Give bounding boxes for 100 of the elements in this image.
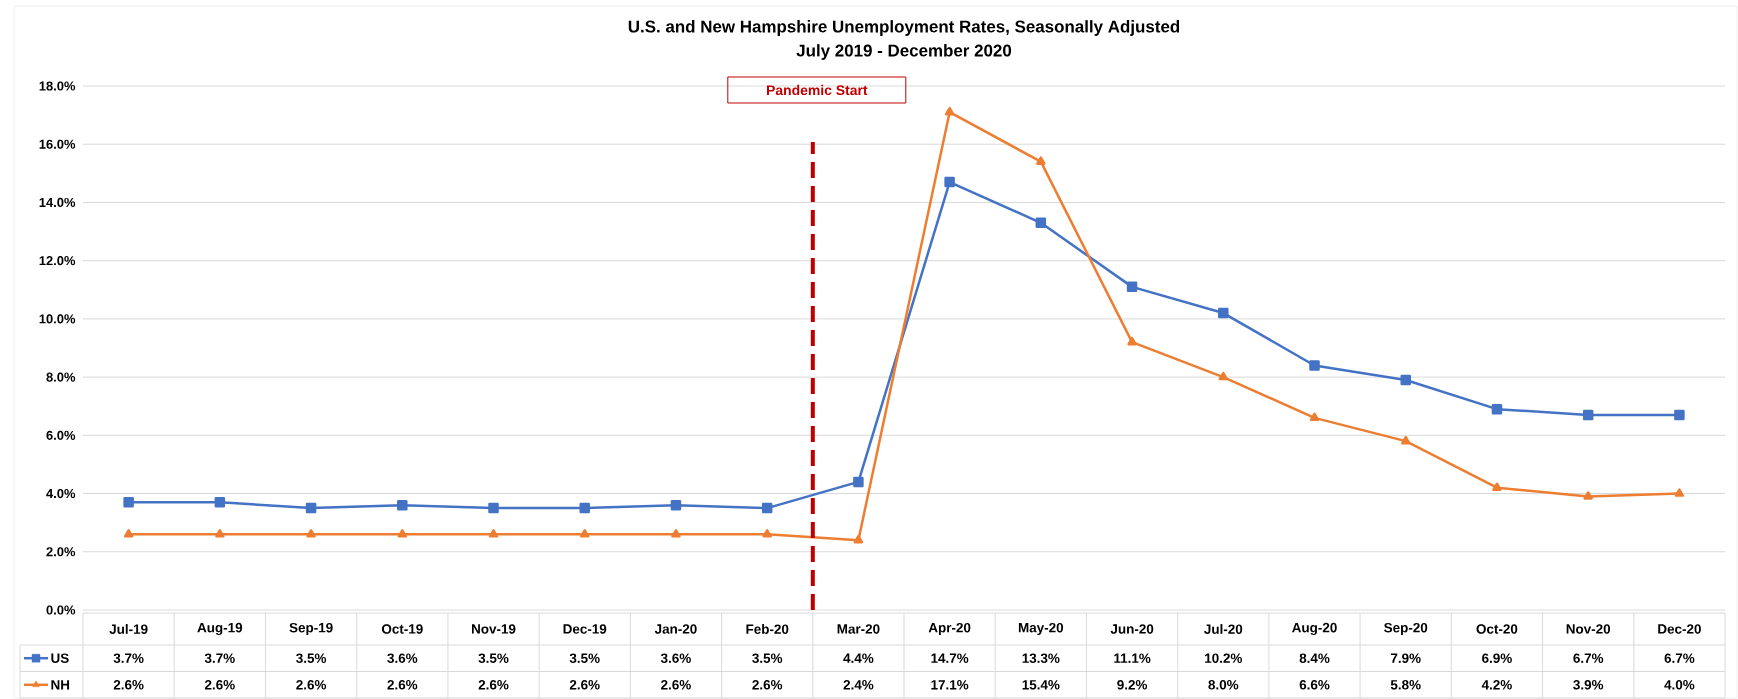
y-tick-label: 6.0%	[46, 430, 76, 440]
point	[123, 529, 134, 538]
y-tick-label: 14.0%	[39, 197, 76, 208]
data-label: 3.6%	[660, 653, 691, 663]
data-label: 5.8%	[1390, 680, 1421, 690]
data-label: 2.6%	[752, 680, 783, 690]
point	[305, 502, 317, 514]
point	[1674, 488, 1685, 497]
point	[1309, 412, 1320, 422]
x-tick-label: Oct-20	[1476, 624, 1518, 634]
point	[1126, 281, 1138, 293]
x-tick-label: Apr-20	[928, 622, 971, 636]
point	[853, 534, 864, 544]
x-tick-label: Sep-19	[289, 622, 333, 636]
y-tick-label: 16.0%	[39, 139, 76, 149]
data-label: 4.0%	[1664, 680, 1695, 690]
point	[1583, 491, 1593, 500]
x-tick-label: Jun-20	[1110, 624, 1154, 634]
x-tick-label: Nov-19	[472, 624, 516, 634]
point	[670, 499, 682, 511]
data-label: 2.6%	[569, 680, 600, 690]
x-tick-label: Aug-19	[197, 622, 243, 636]
point	[579, 502, 590, 514]
x-tick-label: Feb-20	[746, 624, 789, 634]
y-tick-label: 2.0%	[46, 547, 76, 557]
x-tick-label: Aug-20	[1292, 622, 1337, 636]
data-label: 2.6%	[204, 680, 235, 690]
data-label: 8.0%	[1208, 680, 1239, 690]
point	[1401, 435, 1411, 445]
data-label: 2.6%	[387, 680, 418, 690]
data-label: 2.4%	[843, 680, 874, 690]
data-label: 7.9%	[1390, 653, 1421, 663]
point	[1491, 403, 1503, 415]
y-tick-label: 12.0%	[39, 256, 76, 266]
point	[1036, 156, 1046, 165]
point	[1309, 360, 1320, 371]
data-label: 2.6%	[661, 680, 691, 690]
data-label: 13.3%	[1022, 653, 1060, 663]
point	[853, 476, 864, 488]
legend-label: NH	[51, 680, 70, 690]
data-label: 2.6%	[478, 680, 509, 690]
data-label: 3.5%	[752, 653, 783, 663]
y-tick-label: 0.0%	[46, 605, 76, 615]
x-tick-label: Dec-20	[1658, 624, 1701, 634]
point	[762, 529, 772, 538]
data-label: 15.4%	[1022, 680, 1060, 690]
data-label: 4.4%	[843, 653, 874, 663]
x-tick-label: Jul-19	[109, 624, 148, 634]
data-label: 3.9%	[1573, 680, 1604, 690]
point	[1218, 307, 1229, 319]
data-label: 3.6%	[387, 653, 418, 663]
data-label: 14.7%	[931, 653, 969, 663]
x-tick-label: Dec-19	[563, 624, 607, 634]
point	[397, 499, 408, 511]
data-label: 11.1%	[1114, 653, 1151, 663]
point	[1492, 482, 1502, 491]
point	[1400, 374, 1411, 386]
data-label: 3.5%	[296, 653, 327, 663]
point	[488, 502, 499, 514]
x-tick-label: Sep-20	[1384, 622, 1428, 636]
x-tick-label: May-20	[1018, 622, 1064, 636]
data-label: 2.6%	[113, 680, 144, 690]
data-label: 6.7%	[1664, 653, 1695, 663]
data-label: 3.7%	[113, 653, 144, 663]
x-tick-label: Jul-20	[1204, 624, 1243, 634]
y-tick-label: 18.0%	[39, 81, 76, 91]
data-label: 8.4%	[1299, 653, 1330, 663]
data-label: 17.1%	[931, 680, 969, 690]
chart-subtitle: July 2019 - December 2020	[796, 44, 1012, 60]
point	[1582, 409, 1594, 421]
x-tick-label: Mar-20	[837, 624, 880, 634]
point	[1674, 409, 1685, 421]
point	[1127, 336, 1137, 346]
data-label: 10.2%	[1205, 653, 1243, 663]
point	[214, 497, 226, 508]
x-tick-label: Oct-19	[381, 624, 423, 634]
point	[1218, 371, 1228, 381]
data-label: 3.7%	[204, 653, 235, 663]
data-label: 6.7%	[1573, 653, 1604, 663]
ref-line-label: Pandemic Start	[766, 84, 868, 96]
data-label: 3.5%	[478, 653, 509, 663]
x-tick-label: Jan-20	[654, 624, 697, 634]
point	[944, 176, 955, 188]
point	[671, 529, 681, 538]
data-label: 6.6%	[1299, 680, 1330, 690]
y-tick-label: 10.0%	[39, 314, 76, 324]
point	[488, 529, 499, 538]
point	[215, 529, 225, 538]
point	[761, 502, 773, 514]
point	[123, 497, 134, 508]
data-label: 3.5%	[569, 653, 600, 663]
point	[1035, 217, 1047, 229]
data-label: 4.2%	[1481, 680, 1512, 690]
point	[580, 529, 590, 538]
legend-label: US	[51, 653, 69, 663]
point	[306, 529, 316, 538]
y-tick-label: 4.0%	[46, 488, 76, 499]
data-label: 9.2%	[1117, 680, 1148, 690]
point	[944, 106, 955, 116]
data-label: 6.9%	[1482, 653, 1512, 663]
